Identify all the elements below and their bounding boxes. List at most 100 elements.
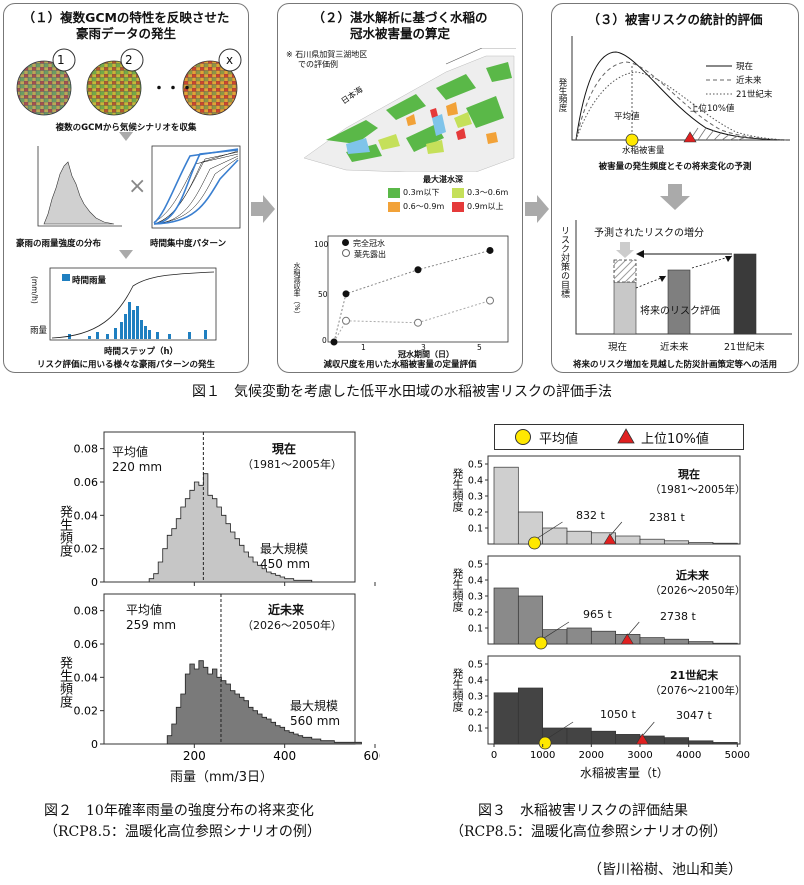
- fig2-caption-line1: 図２ 10年確率雨量の強度分布の将来変化: [44, 803, 314, 819]
- curve-legend-late: 21世紀末: [736, 90, 773, 100]
- map-note-line1: ※ 石川県加賀三湖地区: [286, 50, 368, 59]
- globe-ellipsis: ・・・: [152, 81, 194, 97]
- hourly-rain-plot: [49, 267, 217, 341]
- temporal-pattern-plot: [151, 145, 241, 229]
- fig3-xtick-label: 3000: [627, 750, 652, 760]
- fig3-caption-line1: 図３ 水稲被害リスクの評価結果: [478, 803, 688, 819]
- fig2-top-max-label: 最大規模: [260, 542, 309, 556]
- panel1-title-line2: 豪雨データの発生: [75, 26, 176, 41]
- fig3-mean-leader: [540, 621, 570, 641]
- legend-item: 0.3m以下: [388, 186, 452, 200]
- fig3-ytick-label: 0.4: [468, 676, 483, 687]
- globe-label-x: x: [226, 53, 234, 67]
- fig3-bar: [517, 687, 544, 745]
- map-note-line2: での評価例: [298, 60, 338, 69]
- graph-xtick: 1: [361, 343, 366, 352]
- fig3-ytick-label: 0.3: [468, 692, 483, 703]
- bar-cat-late: 21世紀末: [724, 342, 765, 353]
- panel1-title-line1: （１）複数GCMの特性を反映させた: [22, 10, 230, 25]
- fig3-top10-leader: [626, 621, 640, 637]
- graph-ytick: 50: [318, 290, 328, 299]
- fig3-bar: [566, 727, 592, 745]
- pattern-label: 時間集中度パターン: [150, 239, 227, 249]
- fig3-bar: [663, 540, 690, 545]
- top10-marker-icon: [617, 428, 635, 444]
- fig3-mean-leader: [544, 721, 574, 741]
- full-submersion-point: [330, 338, 338, 346]
- dist-label: 豪雨の雨量強度の分布: [16, 239, 102, 249]
- fig3-bar: [663, 737, 690, 745]
- fig1-panel-1: （１）複数GCMの特性を反映させた 豪雨データの発生 1 2 x: [3, 3, 249, 373]
- hourly-ylabel-unit: (mm/h): [30, 276, 39, 304]
- hourly-ylabel: 雨量: [30, 326, 48, 336]
- globe-label-2: 2: [125, 53, 133, 67]
- fig3-p3-period: 21世紀末: [670, 669, 719, 682]
- leaf-exposed-point: [486, 296, 494, 305]
- legend-item: 0.6～0.9m: [388, 200, 452, 214]
- fig3-p1-period: 現在: [678, 468, 700, 481]
- fig3-bar: [566, 530, 592, 545]
- fig3-p2-top10: 2738 t: [660, 610, 696, 623]
- fig3-top10-leader: [609, 521, 623, 537]
- fig2-ytick-label: 0: [91, 576, 98, 589]
- fig3-bar: [615, 535, 641, 545]
- fig2-xlabel: 雨量（mm/3日）: [170, 770, 273, 785]
- fig3-bar: [566, 627, 592, 645]
- fig3-ylabel: 発生頻度: [451, 468, 464, 512]
- panel2-title-line1: （２）湛水解析に基づく水稲の: [312, 10, 488, 25]
- legend-swatch: [452, 202, 464, 212]
- legend-swatch: [388, 188, 400, 198]
- cross-icon: ×: [128, 174, 147, 199]
- fig2-ytick-label: 0.06: [74, 476, 99, 489]
- fig2-caption-line2: （RCP8.5：温暖化高位参照シナリオの例）: [44, 824, 321, 840]
- curve-legend-present: 現在: [736, 62, 754, 72]
- fig3-ytick-label: 0.1: [468, 724, 483, 735]
- fig3-ytick-label: 0.1: [468, 524, 483, 535]
- panel3-bottom-note: 将来のリスク増加を見越した防災計画策定等への活用: [572, 360, 777, 370]
- bar-cat-present: 現在: [608, 342, 628, 353]
- risk-bar-chart: [575, 220, 792, 335]
- panel2-title-line2: 冠水被害量の算定: [349, 26, 450, 41]
- curve-xlabel: 水稲被害量: [622, 146, 665, 156]
- fig3-bar: [590, 730, 617, 745]
- legend-swatch: [388, 202, 400, 212]
- bar-ylabel: リスク対策の目標: [559, 226, 569, 298]
- graph-ytick: 0: [322, 336, 327, 345]
- fig3-ytick-label: 0.5: [468, 660, 483, 671]
- full-submersion-marker-icon: [342, 239, 349, 246]
- fig3-xtick-label: 0: [491, 750, 497, 760]
- fig3-p3-years: （2076～2100年）: [650, 685, 746, 697]
- fig3-ytick-label: 0.5: [468, 460, 483, 471]
- fig3-bar: [712, 742, 738, 745]
- fig3-bar: [493, 692, 519, 745]
- fig3-top10-marker: [620, 633, 634, 645]
- fig3-mean-marker: [528, 536, 541, 550]
- fig1-caption: 図１ 気候変動を考慮した低平水田域の水稲被害リスクの評価手法: [192, 384, 612, 400]
- fig3-bar: [493, 587, 519, 645]
- yield-loss-graph: [327, 235, 509, 346]
- fig3-legend: 平均値 上位10%値: [494, 424, 744, 450]
- fig3-top10-marker: [603, 533, 617, 545]
- gcm-note: 複数のGCMから気候シナリオを収集: [55, 123, 197, 133]
- mean-marker-icon: [515, 429, 531, 445]
- fig3-histograms: 0.1 0.2 0.3 0.4 0.5 0.1 0.2 0.3 0.4 0.5 0.1 0.2 0.3 0…: [468, 455, 750, 760]
- fig2-bottom-max: 560 mm: [290, 714, 341, 728]
- fig3-ytick-label: 0.1: [468, 624, 483, 635]
- fig3-ytick-label: 0.3: [468, 492, 483, 503]
- legend-swatch: [452, 188, 464, 198]
- fig3-mean-leader: [534, 521, 563, 541]
- graph-xlabel: 冠水期間（日）: [398, 350, 454, 359]
- fig3-ytick-label: 0.5: [468, 560, 483, 571]
- fig3-bar: [517, 595, 544, 645]
- fig2-bottom-period: 近未来: [268, 603, 305, 617]
- fig3-xlabel: 水稲被害量（t）: [580, 766, 669, 780]
- fig3-ytick-label: 0.4: [468, 476, 483, 487]
- leaf-exposed-point: [342, 316, 350, 325]
- fig3-bar: [615, 734, 641, 745]
- fig2-histogram-series: [166, 660, 362, 745]
- fig3-bar: [542, 527, 568, 545]
- arrow-right-icon: [251, 195, 275, 223]
- curve-legend-near: 近未来: [736, 76, 762, 86]
- fig3-xtick-label: 2000: [579, 750, 604, 760]
- full-submersion-point: [414, 266, 422, 274]
